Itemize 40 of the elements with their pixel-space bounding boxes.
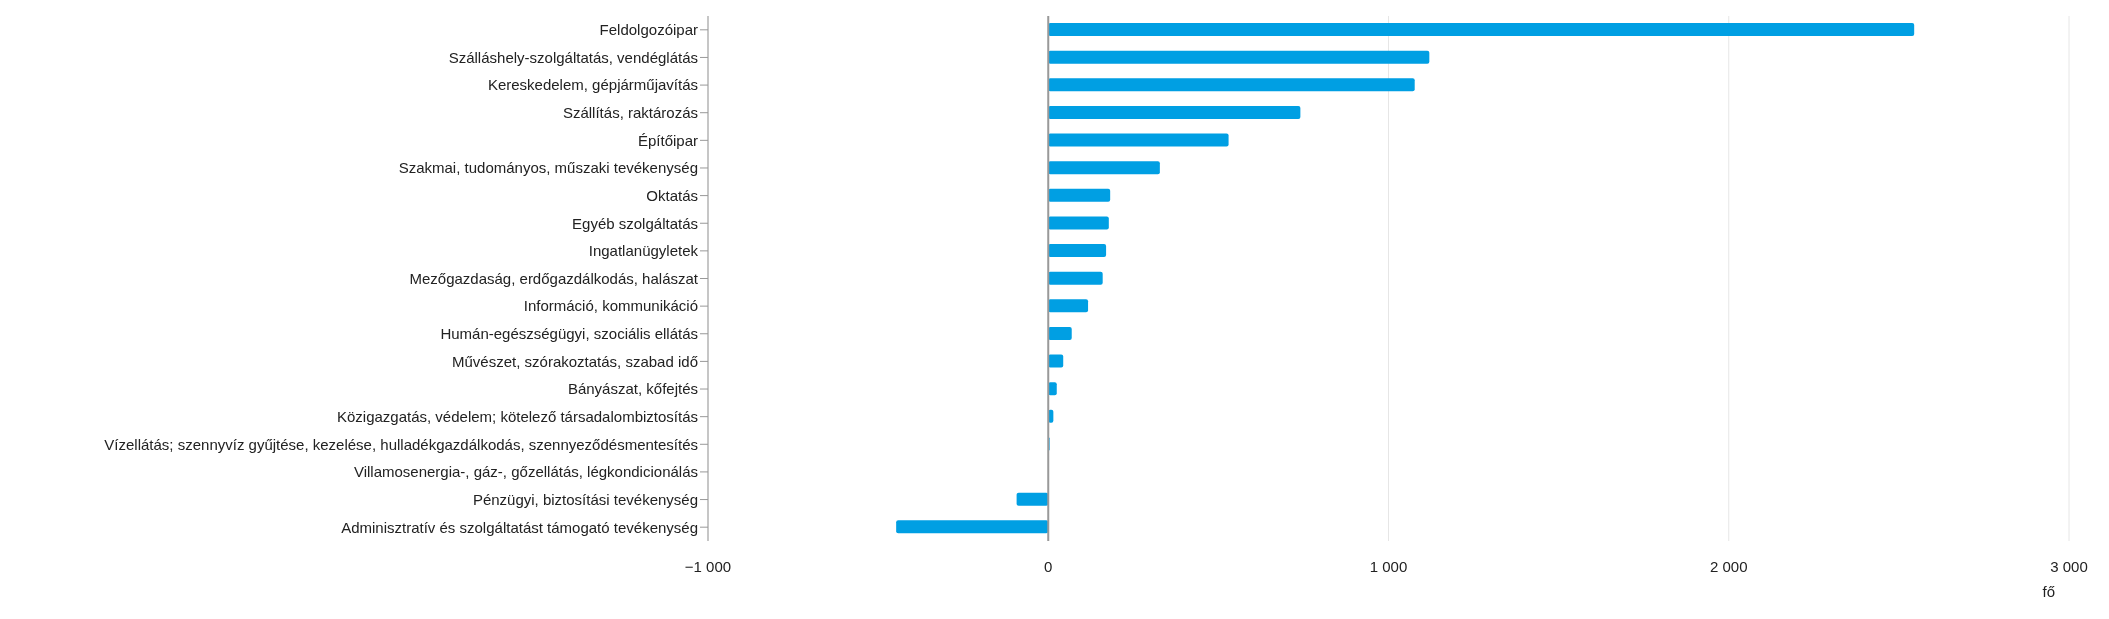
y-tick-label: Humán-egészségügyi, szociális ellátás (440, 325, 698, 343)
bar (1048, 188, 1111, 202)
y-tick-label: Ingatlanügyletek (588, 242, 699, 260)
y-tick-label: Építőipar (637, 131, 698, 149)
y-tick-label: Közigazgatás, védelem; kötelező társadalombiztosítás (336, 407, 698, 425)
x-tick-label: 3 000 (2050, 557, 2088, 575)
y-tick-label: Bányászat, kőfejtés (567, 380, 698, 398)
bar (1048, 133, 1229, 147)
x-axis-title: fő (2042, 583, 2055, 600)
y-tick-label: Szakmai, tudományos, műszaki tevékenység (398, 159, 698, 177)
y-tick-label: Szállítás, raktározás (562, 104, 698, 122)
y-tick-label: Pénzügyi, biztosítási tevékenység (472, 490, 698, 508)
y-tick-label: Szálláshely-szolgáltatás, vendéglátás (448, 48, 698, 66)
bar (1048, 161, 1160, 175)
y-tick-label: Mezőgazdaság, erdőgazdálkodás, halászat (409, 269, 699, 287)
y-tick-label: Oktatás (646, 186, 698, 204)
y-tick-label: Feldolgozóipar (599, 21, 698, 39)
bar (1048, 244, 1107, 258)
x-tick-label: −1 000 (684, 557, 732, 575)
bar (1048, 354, 1064, 368)
bar (1048, 105, 1301, 119)
x-tick-label: 2 000 (1709, 557, 1748, 575)
bar (1048, 23, 1915, 36)
x-tick-label: 1 000 (1369, 557, 1408, 575)
y-tick-label: Villamosenergia-, gáz-, gőzellátás, légkondicionálás (353, 463, 698, 481)
x-tick-label: 0 (1044, 557, 1053, 575)
bar (1048, 271, 1103, 285)
y-tick-label: Egyéb szolgáltatás (572, 214, 698, 232)
bar (1048, 216, 1109, 230)
bar (896, 520, 1049, 534)
y-tick-label: Kereskedelem, gépjárműjavítás (487, 76, 698, 94)
bar (1048, 78, 1415, 92)
y-tick-label: Vízellátás; szennyvíz gyűjtése, kezelése, hulladékgazdálkodás, szennyeződésmentesítés (104, 435, 698, 453)
y-tick-label: Adminisztratív és szolgáltatást támogató tevékenység (341, 518, 698, 536)
bar (1016, 492, 1049, 506)
bar (1048, 326, 1072, 340)
bar (1048, 50, 1430, 64)
y-tick-label: Információ, kommunikáció (523, 297, 698, 315)
bar (1048, 299, 1089, 313)
y-tick-label: Művészet, szórakoztatás, szabad idő (452, 352, 698, 370)
